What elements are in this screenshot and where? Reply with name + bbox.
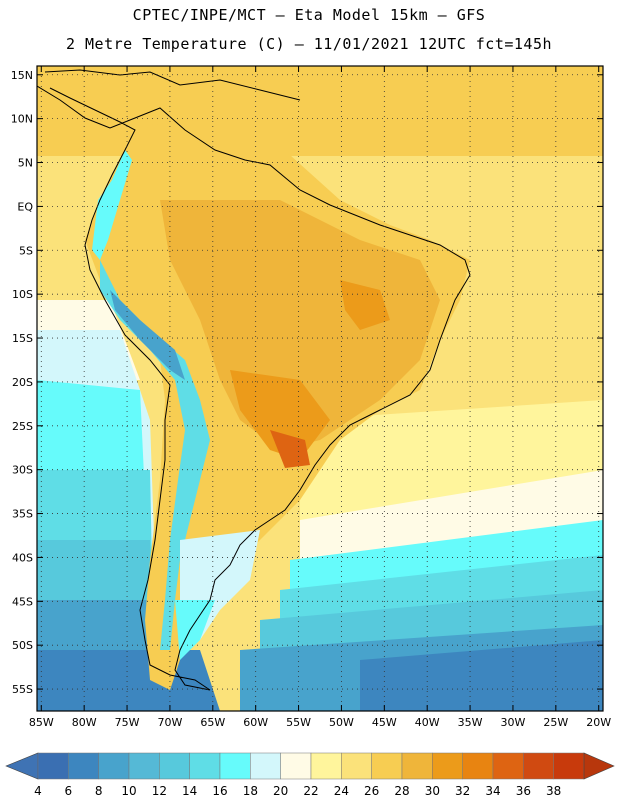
colorbar-label: 36 xyxy=(516,784,531,798)
map-title: CPTEC/INPE/MCT – Eta Model 15km – GFS xyxy=(132,6,486,24)
lon-label: 30W xyxy=(501,716,526,729)
colorbar-label: 4 xyxy=(34,784,42,798)
longitude-labels: 85W 80W 75W 70W 65W 60W 55W 50W 45W 40W 35W 30W 25W 2… xyxy=(29,716,611,729)
lat-label: 10N xyxy=(11,113,33,126)
lon-label: 50W xyxy=(329,716,354,729)
map-frame xyxy=(36,65,604,712)
lat-label: 20S xyxy=(12,376,33,389)
map-subtitle: 2 Metre Temperature (C) – 11/01/2021 12U… xyxy=(65,35,553,53)
colorbar-swatch xyxy=(37,752,69,780)
lon-label: 65W xyxy=(200,716,225,729)
lon-label: 85W xyxy=(29,716,54,729)
colorbar-over-arrow xyxy=(583,752,615,780)
lat-label: 10S xyxy=(12,288,33,301)
colorbar-swatch xyxy=(492,752,524,780)
colorbar-label: 26 xyxy=(364,784,379,798)
lat-label: 45S xyxy=(12,595,33,608)
colorbar-label: 20 xyxy=(273,784,288,798)
colorbar-label: 22 xyxy=(303,784,318,798)
lat-label: 5N xyxy=(18,157,33,170)
colorbar-under-arrow xyxy=(5,752,39,780)
colorbar-swatch xyxy=(98,752,130,780)
colorbar-label: 30 xyxy=(425,784,440,798)
lat-label: 55S xyxy=(12,683,33,696)
colorbar-swatch xyxy=(128,752,160,780)
colorbar-label: 28 xyxy=(394,784,409,798)
temperature-field xyxy=(37,66,603,711)
colorbar-swatch xyxy=(219,752,251,780)
lon-label: 45W xyxy=(372,716,397,729)
latitude-labels: 15N 10N 5N EQ 5S 10S 15S 20S 25S 30S 35S 40S 45S 50S 5… xyxy=(11,69,34,696)
colorbar-swatch xyxy=(371,752,403,780)
lat-label: 50S xyxy=(12,639,33,652)
colorbar-swatch xyxy=(401,752,433,780)
lon-label: 55W xyxy=(286,716,311,729)
colorbar xyxy=(5,752,615,780)
lon-label: 20W xyxy=(586,716,611,729)
axis-ticks xyxy=(37,66,603,711)
colorbar-swatch xyxy=(159,752,190,780)
lat-label: 35S xyxy=(12,508,33,521)
colorbar-swatch xyxy=(553,752,585,780)
colorbar-label: 6 xyxy=(65,784,73,798)
colorbar-label: 24 xyxy=(334,784,349,798)
lon-label: 70W xyxy=(157,716,182,729)
lon-label: 80W xyxy=(72,716,97,729)
colorbar-swatch xyxy=(341,752,372,780)
colorbar-label: 34 xyxy=(485,784,500,798)
lat-label: 15S xyxy=(12,332,33,345)
colorbar-swatch xyxy=(310,752,342,780)
lat-label: 30S xyxy=(12,464,33,477)
lon-label: 60W xyxy=(243,716,268,729)
colorbar-swatch xyxy=(280,752,312,780)
coastline xyxy=(37,69,471,691)
colorbar-labels: 4 6 8 10 12 14 16 18 20 22 24 26 28 30 32 34 36 38 xyxy=(34,784,561,798)
colorbar-label: 16 xyxy=(212,784,227,798)
lon-label: 40W xyxy=(415,716,440,729)
colorbar-label: 12 xyxy=(152,784,167,798)
lon-label: 75W xyxy=(115,716,140,729)
colorbar-label: 32 xyxy=(455,784,470,798)
lat-label: 25S xyxy=(12,420,33,433)
lat-label: EQ xyxy=(17,200,33,213)
colorbar-swatch xyxy=(462,752,494,780)
colorbar-label: 38 xyxy=(546,784,561,798)
colorbar-label: 14 xyxy=(182,784,197,798)
colorbar-swatch xyxy=(523,752,554,780)
colorbar-swatch xyxy=(432,752,463,780)
colorbar-label: 10 xyxy=(121,784,136,798)
lon-label: 35W xyxy=(458,716,483,729)
colorbar-swatch xyxy=(189,752,221,780)
lat-label: 15N xyxy=(11,69,33,82)
lon-label: 25W xyxy=(543,716,568,729)
lat-label: 40S xyxy=(12,551,33,564)
colorbar-label: 18 xyxy=(243,784,258,798)
colorbar-swatch xyxy=(68,752,99,780)
lat-label: 5S xyxy=(19,244,33,257)
colorbar-swatch xyxy=(250,752,281,780)
colorbar-label: 8 xyxy=(95,784,103,798)
